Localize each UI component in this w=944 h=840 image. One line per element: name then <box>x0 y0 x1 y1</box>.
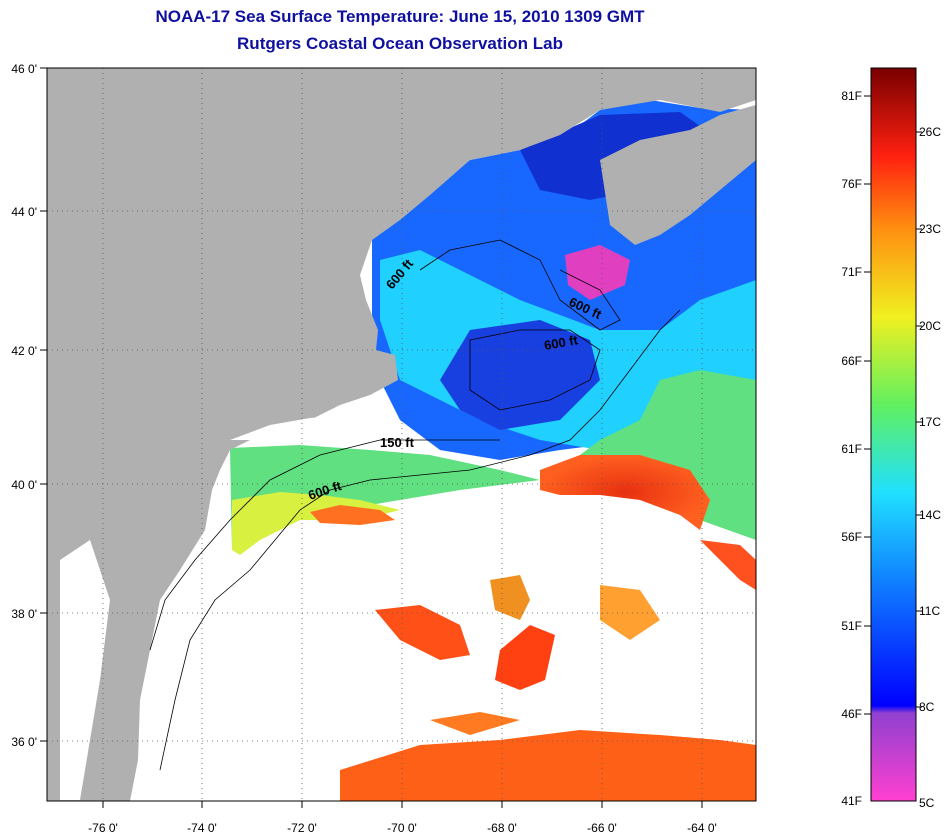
contour-label: 150 ft <box>380 435 415 450</box>
colorbar-celsius-label: 5C <box>919 796 935 810</box>
colorbar-celsius-label: 11C <box>919 604 940 618</box>
map-title: NOAA-17 Sea Surface Temperature: June 15… <box>155 7 645 26</box>
warm-eddy-1 <box>310 505 395 525</box>
warm-patch-4 <box>600 585 660 640</box>
lon-label: -72 0' <box>287 821 317 835</box>
south-warm-band <box>340 730 756 801</box>
colorbar-fahrenheit-label: 76F <box>841 177 862 191</box>
contour-600ft-shelf <box>159 309 681 771</box>
bay-white <box>60 540 110 800</box>
lon-label: -70 0' <box>387 821 417 835</box>
land-nova-scotia <box>600 105 756 245</box>
lat-label: 40 0' <box>11 478 37 492</box>
colorbar-fahrenheit-label: 41F <box>841 794 862 808</box>
lat-label: 44 0' <box>11 205 37 219</box>
colorbar-fahrenheit-label: 51F <box>841 619 862 633</box>
colorbar-fahrenheit-label: 71F <box>841 265 862 279</box>
colorbar-fahrenheit-label: 56F <box>841 530 862 544</box>
colorbar-fahrenheit-label: 61F <box>841 442 862 456</box>
lat-label: 38 0' <box>11 607 37 621</box>
colorbar <box>870 67 917 802</box>
lon-label: -66 0' <box>587 821 617 835</box>
graticule <box>47 68 756 801</box>
colorbar-celsius-label: 8C <box>919 700 935 714</box>
contour-gulf-of-maine <box>419 239 621 331</box>
land-north-america <box>47 68 756 801</box>
colorbar-fahrenheit-label: 81F <box>841 89 862 103</box>
colorbar-celsius-label: 23C <box>919 222 941 236</box>
fundy-cold-water <box>565 245 630 300</box>
map-subtitle: Rutgers Coastal Ocean Observation Lab <box>237 34 563 53</box>
lon-label: -64 0' <box>687 821 717 835</box>
gulf-stream-water <box>540 455 710 530</box>
land-long-island <box>230 416 340 440</box>
lat-label: 46 0' <box>11 62 37 76</box>
contour-label: 600 ft <box>543 332 580 353</box>
lon-label: -68 0' <box>487 821 517 835</box>
colorbar-celsius-label: 17C <box>919 415 941 429</box>
lat-label: 36 0' <box>11 735 37 749</box>
contour-georges-bank <box>469 329 601 411</box>
warm-patch-2 <box>490 575 530 620</box>
colorbar-celsius-label: 20C <box>919 319 941 333</box>
lon-label: -76 0' <box>88 821 118 835</box>
lat-label: 42 0' <box>11 344 37 358</box>
contour-150ft-shelf <box>149 439 500 651</box>
south-warm-band-2 <box>430 712 520 735</box>
warm-patch-3 <box>495 625 555 690</box>
gulf-stream-east <box>700 540 756 590</box>
colorbar-fahrenheit-label: 46F <box>841 707 862 721</box>
colorbar-fahrenheit-label: 66F <box>841 354 862 368</box>
colorbar-celsius-label: 26C <box>919 125 941 139</box>
warm-patch-1 <box>375 605 470 660</box>
colorbar-celsius-label: 14C <box>919 508 941 522</box>
lon-label: -74 0' <box>187 821 217 835</box>
georges-bank-water <box>440 320 600 430</box>
